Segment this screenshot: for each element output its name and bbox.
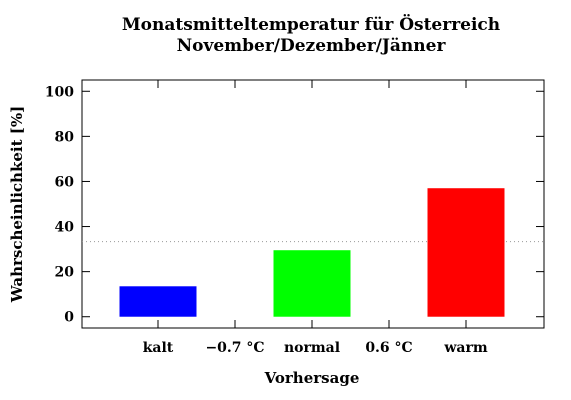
y-tick-label: 60: [55, 174, 75, 190]
y-tick-label: 100: [45, 84, 74, 100]
y-tick-label: 80: [55, 129, 75, 145]
bars: [119, 188, 505, 317]
chart-title-line-1: Monatsmitteltemperatur für Österreich: [122, 14, 500, 35]
x-threshold-label: −0.7 °C: [205, 340, 264, 356]
y-tick-label: 0: [64, 310, 74, 326]
x-axis-label: Vorhersage: [264, 369, 360, 387]
x-category-label: warm: [443, 340, 487, 356]
y-tick-label: 40: [55, 220, 75, 236]
bar-warm: [427, 188, 505, 317]
y-tick-label: 20: [55, 265, 75, 281]
y-axis-label: Wahrscheinlichkeit [%]: [8, 106, 26, 303]
plot-frame: [81, 79, 545, 329]
y-axis: 0 20 40 60 80 100: [45, 84, 544, 326]
x-category-label: kalt: [143, 340, 174, 356]
chart-title-line-2: November/Dezember/Jänner: [177, 36, 447, 56]
x-category-label: normal: [284, 340, 340, 356]
bar-normal: [273, 250, 351, 317]
x-threshold-label: 0.6 °C: [365, 340, 412, 356]
bar-kalt: [119, 286, 197, 317]
x-axis: kalt normal warm −0.7 °C 0.6 °C: [143, 80, 488, 356]
